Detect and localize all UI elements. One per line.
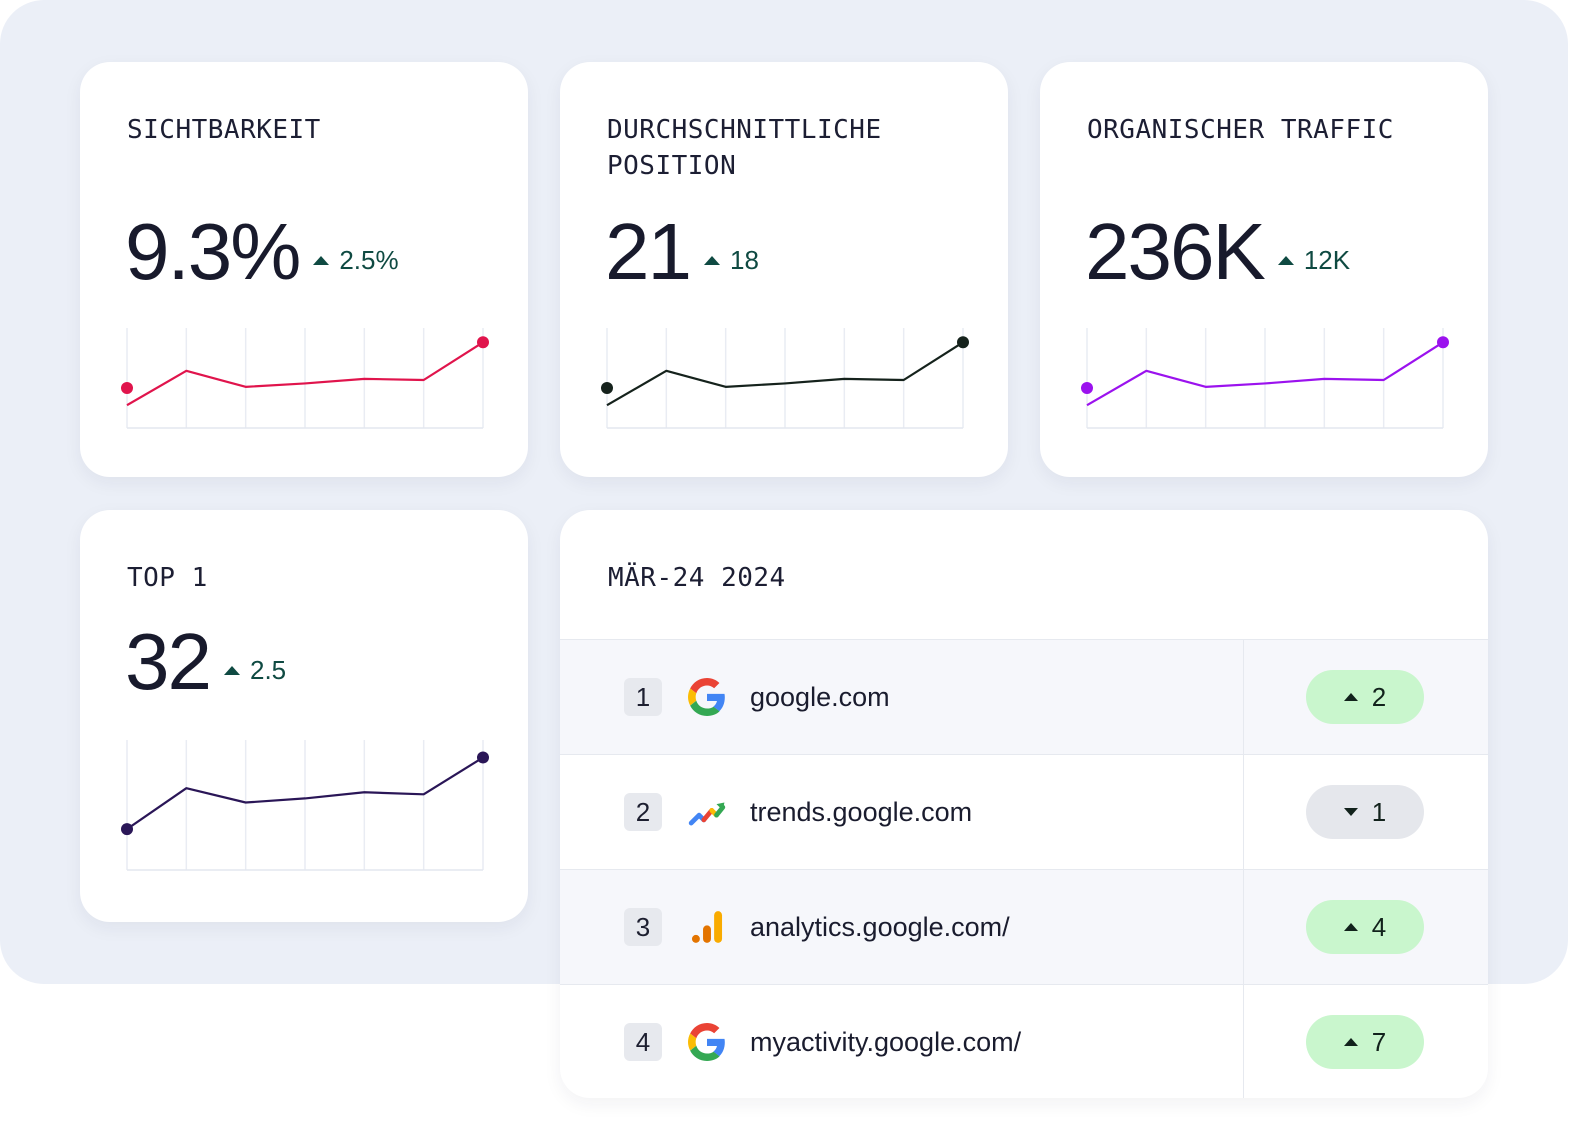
start-point [1081, 382, 1093, 394]
ranking-card: MÄR-24 2024 1 google.com 2 2 [560, 510, 1488, 1098]
kpi-value-row: 32 2.5 [125, 622, 286, 702]
arrow-up-icon [1343, 1038, 1358, 1046]
kpi-delta: 12K [1277, 245, 1351, 276]
change-badge-up: 4 [1306, 900, 1424, 954]
change-value: 4 [1371, 911, 1387, 942]
column-divider [1243, 755, 1244, 869]
kpi-value-row: 236K 12K [1085, 212, 1350, 292]
trends-icon [688, 802, 726, 826]
kpi-value-row: 9.3% 2.5% [125, 212, 399, 292]
kpi-title: ORGANISCHER TRAFFIC [1087, 115, 1394, 145]
kpi-value: 21 [605, 207, 692, 296]
ranking-table: 1 google.com 2 2 trends. [560, 639, 1488, 1098]
table-row[interactable]: 4 myactivity.google.com/ 7 [560, 985, 1488, 1098]
kpi-card-top1: TOP 1 32 2.5 [80, 510, 528, 922]
kpi-title: DURCHSCHNITTLICHE POSITION [607, 115, 882, 181]
sparkline-chart [121, 328, 489, 429]
kpi-delta-value: 2.5% [339, 245, 399, 275]
kpi-delta-value: 12K [1303, 245, 1351, 275]
kpi-value-row: 21 18 [605, 212, 759, 292]
change-badge-down: 1 [1306, 785, 1424, 839]
sparkline-chart [601, 328, 969, 429]
table-row[interactable]: 2 trends.google.com 1 [560, 755, 1488, 870]
analytics-icon [691, 911, 723, 943]
sparkline-chart [1081, 328, 1449, 429]
series-line [606, 341, 964, 407]
kpi-card-organic-traffic: ORGANISCHER TRAFFIC 236K 12K [1040, 62, 1488, 477]
kpi-value: 9.3% [125, 207, 301, 296]
domain-label: analytics.google.com/ [750, 911, 1010, 942]
arrow-up-icon [1277, 256, 1294, 265]
arrow-up-icon [223, 666, 240, 675]
arrow-up-icon [703, 256, 720, 265]
kpi-value: 32 [125, 617, 212, 706]
kpi-delta: 2.5% [313, 245, 399, 276]
table-row[interactable]: 1 google.com 2 [560, 640, 1488, 755]
google-icon [688, 1023, 725, 1061]
rank-badge: 4 [624, 1023, 662, 1061]
domain-label: google.com [750, 681, 890, 712]
kpi-delta: 18 [703, 245, 759, 276]
series-line [126, 341, 484, 407]
change-badge-up: 2 [1306, 670, 1424, 724]
column-divider [1243, 870, 1244, 984]
kpi-card-avg-position: DURCHSCHNITTLICHE POSITION 21 18 [560, 62, 1008, 477]
ranking-title: MÄR-24 2024 [608, 563, 786, 593]
rank-badge: 1 [624, 678, 662, 716]
start-point [601, 382, 613, 394]
arrow-up-icon [1343, 923, 1358, 931]
arrow-up-icon [313, 256, 330, 265]
series-line [126, 756, 484, 830]
kpi-title: SICHTBARKEIT [127, 115, 321, 145]
change-value: 7 [1371, 1026, 1387, 1057]
column-divider [1243, 985, 1244, 1098]
arrow-up-icon [1343, 693, 1358, 701]
sparkline-chart [121, 740, 489, 871]
google-icon [688, 678, 725, 716]
end-point [477, 751, 489, 764]
start-point [121, 382, 133, 394]
kpi-card-visibility: SICHTBARKEIT 9.3% 2.5% [80, 62, 528, 477]
series-line [1086, 341, 1444, 407]
start-point [121, 823, 133, 836]
domain-label: trends.google.com [750, 796, 973, 827]
kpi-value: 236K [1085, 207, 1266, 296]
end-point [1437, 336, 1449, 349]
kpi-delta: 2.5 [223, 655, 287, 686]
end-point [957, 336, 969, 349]
kpi-delta-value: 18 [729, 245, 759, 275]
rank-badge: 3 [624, 908, 662, 946]
kpi-delta-value: 2.5 [249, 655, 287, 685]
rank-badge: 2 [624, 793, 662, 831]
arrow-down-icon [1343, 808, 1358, 816]
kpi-title: TOP 1 [127, 563, 208, 593]
table-row[interactable]: 3 analytics.google.com/ 4 [560, 870, 1488, 985]
change-badge-up: 7 [1306, 1015, 1424, 1069]
end-point [477, 336, 489, 349]
change-value: 1 [1371, 796, 1387, 827]
change-value: 2 [1371, 681, 1387, 712]
column-divider [1243, 640, 1244, 754]
domain-label: myactivity.google.com/ [750, 1026, 1022, 1057]
